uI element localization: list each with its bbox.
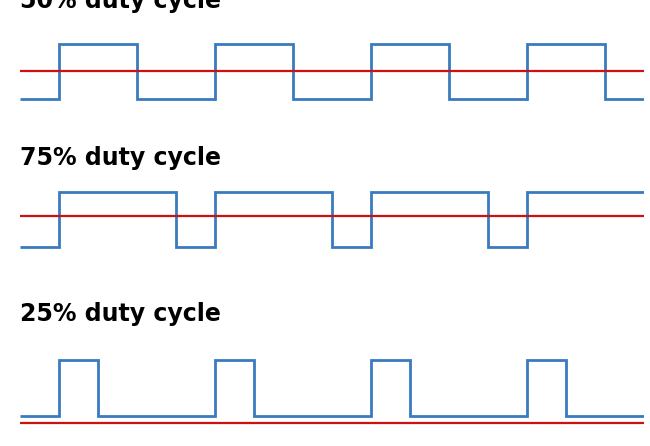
Text: 50% duty cycle: 50% duty cycle — [20, 0, 220, 13]
Text: 25% duty cycle: 25% duty cycle — [20, 302, 220, 326]
Text: 75% duty cycle: 75% duty cycle — [20, 145, 220, 169]
